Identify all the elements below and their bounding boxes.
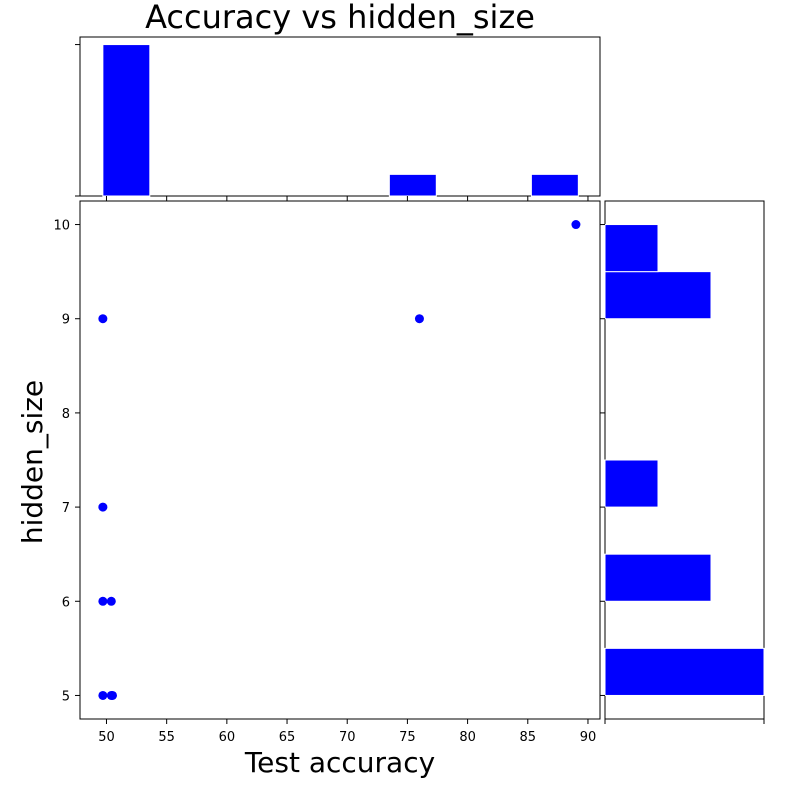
y-tick-label: 7 [62,501,70,516]
y-tick-label: 10 [53,219,70,234]
scatter-point [98,690,108,700]
top-histogram [75,36,601,201]
x-tick-label: 50 [98,730,115,745]
x-tick-label: 65 [279,730,296,745]
top-hist-bar [530,173,579,197]
scatter-point [98,314,108,324]
x-tick-label: 55 [158,730,175,745]
y-tick-label: 9 [62,313,70,328]
right-histogram [600,200,765,724]
scatter-plot: 50 55 60 65 70 75 80 85 90 5 6 7 8 9 10 [53,200,601,745]
x-tick-label: 70 [339,730,356,745]
x-tick-label: 90 [580,730,597,745]
x-tick-label: 75 [399,730,416,745]
chart-title: Accuracy vs hidden_size [145,0,535,36]
top-hist-bar [388,173,437,197]
right-hist-bar [604,271,712,320]
right-hist-bar [604,224,659,273]
scatter-point [108,690,117,700]
scatter-point [414,314,424,324]
top-hist-frame [79,36,601,197]
x-axis-label: Test accuracy [244,746,435,779]
scatter-point [106,596,116,606]
scatter-point [571,220,581,230]
x-tick-label: 80 [459,730,476,745]
right-hist-bar [604,647,765,696]
y-tick-label: 5 [62,689,70,704]
scatter-frame [79,200,601,720]
x-tick-label: 85 [520,730,537,745]
x-tick-label: 60 [219,730,236,745]
y-tick-label: 8 [62,407,70,422]
top-hist-bar [102,44,151,197]
right-hist-bar [604,459,659,508]
scatter-point [98,502,108,512]
scatter-point [98,596,108,606]
y-axis-label: hidden_size [16,380,49,544]
right-hist-bar [604,553,712,602]
y-tick-label: 6 [62,595,70,610]
